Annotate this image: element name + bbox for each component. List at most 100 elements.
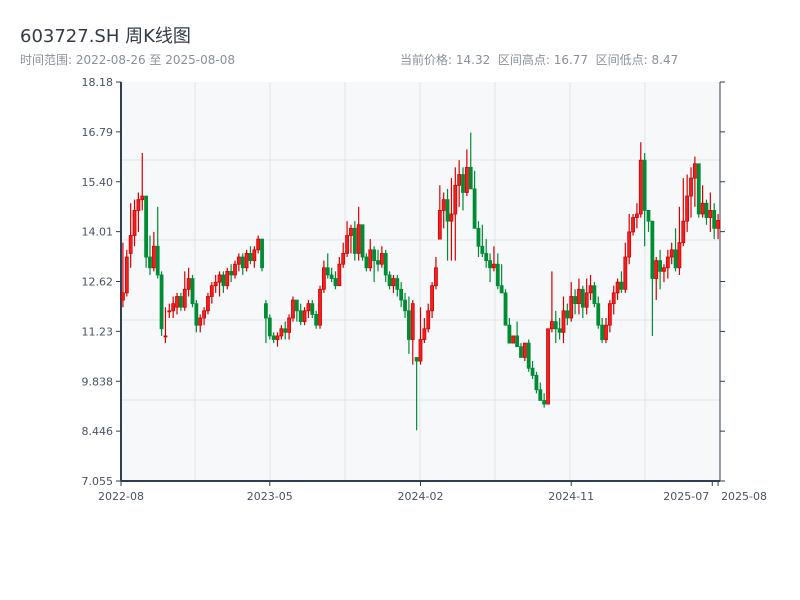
candle-down (248, 253, 253, 262)
candle-up (437, 209, 442, 240)
candle-up (345, 235, 349, 254)
candle-down (542, 400, 547, 405)
candle-down (619, 281, 624, 290)
candle-up (279, 328, 284, 337)
candle-down (642, 159, 647, 211)
candle-up (681, 220, 686, 244)
candle-up (410, 303, 415, 340)
candle-up (453, 184, 458, 215)
candle-up (391, 278, 396, 287)
candle-down (148, 256, 152, 269)
candle-up (225, 270, 230, 287)
x-tick-label: 2025-08 (721, 490, 767, 503)
candle-down (271, 335, 276, 340)
chart-title: 603727.SH 周K线图 (20, 26, 191, 47)
candle-up (654, 260, 659, 279)
candle-up (151, 245, 156, 269)
candle-up (128, 235, 133, 254)
candle-down (314, 314, 319, 326)
candle-up (233, 263, 237, 276)
candle-up (441, 199, 446, 211)
candle-down (445, 199, 450, 222)
candle-down (352, 227, 357, 254)
candle-up (623, 256, 628, 290)
candle-up (631, 217, 635, 233)
candle-up (422, 328, 427, 340)
candle-down (144, 195, 149, 258)
candle-down (283, 328, 288, 333)
candle-down (395, 278, 400, 290)
candle-up (236, 256, 241, 265)
candle-up (206, 296, 210, 312)
candle-down (526, 342, 531, 369)
candle-down (329, 274, 334, 279)
candle-up (182, 288, 187, 308)
candle-up (638, 159, 643, 215)
x-tick-label: 2024-02 (398, 490, 444, 503)
candle-up (140, 195, 145, 201)
candle-down (264, 303, 268, 319)
candle-down (360, 224, 365, 258)
candle-up (341, 253, 346, 265)
candle-down (221, 274, 226, 287)
candle-down (704, 202, 709, 218)
candle-down (580, 288, 585, 308)
candle-up (685, 195, 690, 222)
candle-up (464, 166, 469, 193)
candle-up (569, 296, 574, 319)
candle-up (252, 249, 257, 262)
y-tick-label: 15.40 (82, 176, 114, 189)
candle-up (449, 213, 454, 222)
candle-up (662, 267, 666, 272)
candle-down (503, 292, 508, 326)
candle-up (577, 288, 581, 305)
candle-up (163, 335, 168, 338)
candle-up (217, 274, 222, 283)
candle-down (476, 227, 481, 247)
candle-down (596, 303, 601, 326)
candle-down (712, 209, 717, 229)
candle-up (321, 267, 326, 290)
y-tick-label: 9.838 (82, 375, 114, 388)
candle-up (171, 303, 176, 312)
candle-down (515, 335, 520, 348)
candle-up (213, 281, 218, 287)
candle-up (356, 224, 361, 254)
candle-down (178, 296, 183, 308)
candle-down (260, 238, 264, 269)
candle-down (294, 299, 299, 312)
candle-down (372, 249, 377, 262)
candle-up (635, 213, 639, 218)
y-tick-label: 7.055 (82, 475, 114, 488)
candle-down (159, 274, 164, 330)
candle-down (650, 220, 655, 279)
candle-down (310, 303, 315, 315)
candle-down (403, 299, 407, 312)
candle-up (244, 253, 249, 269)
candle-up (418, 339, 423, 362)
candle-down (229, 270, 234, 276)
price-stats: 当前价格: 14.32 区间高点: 16.77 区间低点: 8.47 (400, 53, 679, 67)
candle-down (480, 245, 485, 254)
candle-up (136, 199, 141, 211)
candle-up (132, 209, 137, 236)
candle-up (700, 202, 705, 215)
candle-down (600, 324, 605, 340)
candle-up (306, 303, 311, 312)
candle-down (267, 317, 272, 337)
candle-down (484, 253, 489, 262)
candle-down (461, 174, 465, 193)
y-tick-label: 14.01 (82, 226, 114, 239)
candle-down (673, 249, 678, 269)
y-tick-label: 12.62 (82, 276, 114, 289)
candle-up (708, 209, 713, 218)
candle-down (696, 163, 701, 215)
candle-down (488, 260, 492, 269)
candle-up (604, 324, 608, 340)
candle-down (414, 357, 419, 362)
candle-down (495, 263, 500, 287)
candle-down (553, 321, 558, 330)
candle-up (561, 310, 566, 333)
candle-up (121, 292, 125, 301)
